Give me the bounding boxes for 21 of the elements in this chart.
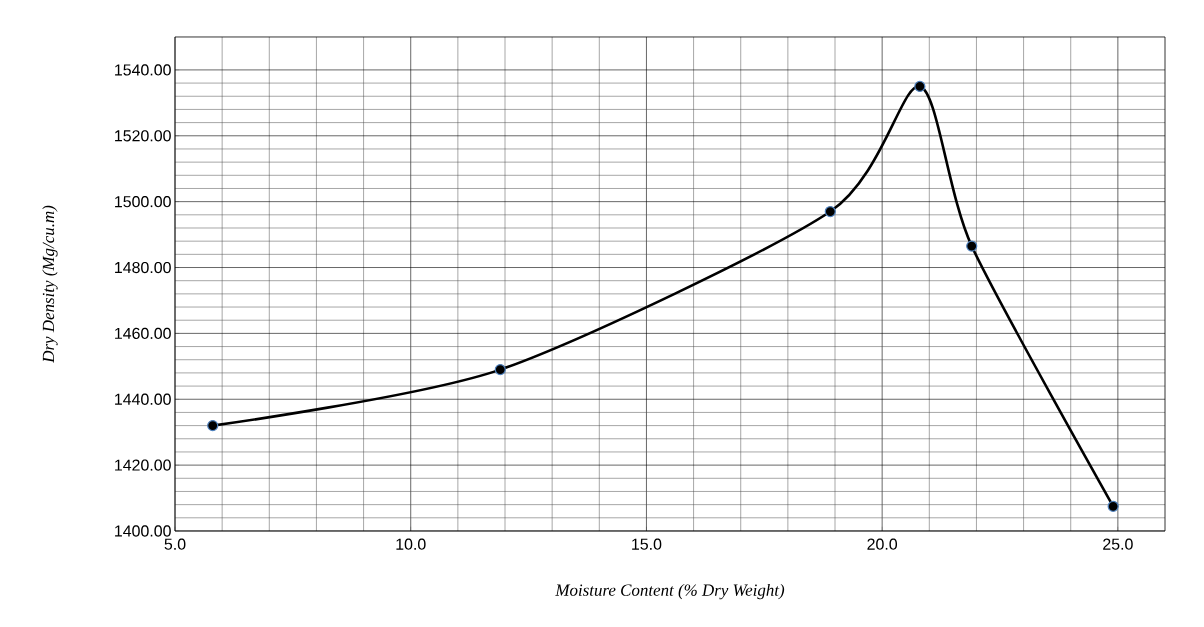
y-tick-label: 1400.00	[115, 525, 171, 537]
point	[966, 240, 978, 252]
x-tick-label: 15.0	[632, 538, 662, 550]
y-tick-label: 1540.00	[115, 64, 171, 76]
point	[824, 205, 836, 218]
y-tick-label: 1480.00	[115, 261, 171, 274]
x-tick-label: 20.0	[867, 538, 898, 550]
x-tick-label: 10.0	[396, 538, 426, 550]
y-axis-title: Dry Density (Mg/cu.m)	[42, 205, 58, 363]
x-tick-label: 25.0	[1103, 538, 1133, 550]
point	[494, 364, 506, 376]
y-tick-label: 1520.00	[115, 130, 171, 142]
y-tick-label: 1460.00	[115, 327, 171, 340]
point	[207, 420, 219, 432]
y-tick-label: 1440.00	[115, 393, 171, 405]
point	[914, 80, 926, 92]
y-tick-label: 1420.00	[115, 459, 171, 471]
x-axis-title: Moisture Content (% Dry Weight)	[555, 583, 785, 600]
y-tick-label: 1500.00	[115, 196, 171, 208]
x-tick-label: 5.0	[164, 538, 186, 550]
point	[1107, 500, 1119, 512]
